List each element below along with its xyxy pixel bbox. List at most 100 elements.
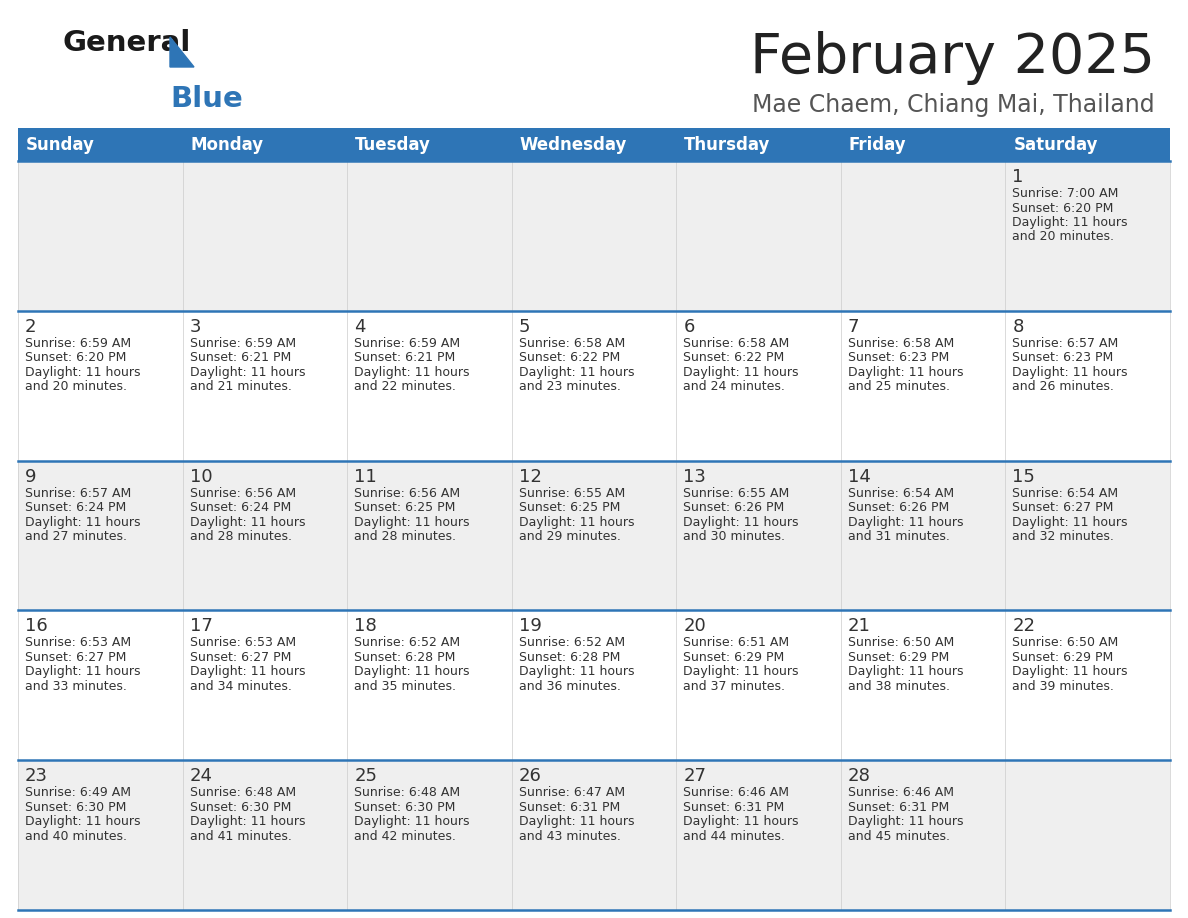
Text: and 35 minutes.: and 35 minutes. [354, 680, 456, 693]
Text: Daylight: 11 hours: Daylight: 11 hours [683, 516, 798, 529]
Bar [841, 461, 1005, 610]
Bar [18, 311, 183, 461]
Text: 27: 27 [683, 767, 707, 785]
Bar [676, 610, 841, 760]
Text: Daylight: 11 hours: Daylight: 11 hours [848, 516, 963, 529]
Bar [676, 311, 841, 461]
Text: and 23 minutes.: and 23 minutes. [519, 380, 620, 393]
Text: Thursday: Thursday [684, 136, 771, 153]
Text: Sunrise: 6:52 AM: Sunrise: 6:52 AM [354, 636, 460, 649]
Text: Sunset: 6:22 PM: Sunset: 6:22 PM [683, 352, 784, 364]
Text: 23: 23 [25, 767, 48, 785]
Text: and 28 minutes.: and 28 minutes. [190, 530, 291, 543]
Bar [1005, 311, 1170, 461]
Text: and 30 minutes.: and 30 minutes. [683, 530, 785, 543]
Text: General: General [62, 29, 190, 57]
Text: Sunrise: 6:47 AM: Sunrise: 6:47 AM [519, 786, 625, 800]
Text: Sunset: 6:31 PM: Sunset: 6:31 PM [683, 800, 784, 813]
Text: 14: 14 [848, 467, 871, 486]
Bar [1005, 461, 1170, 610]
Text: Daylight: 11 hours: Daylight: 11 hours [519, 365, 634, 379]
Text: Sunset: 6:29 PM: Sunset: 6:29 PM [683, 651, 784, 664]
Text: Sunrise: 7:00 AM: Sunrise: 7:00 AM [1012, 187, 1119, 200]
Text: Sunrise: 6:49 AM: Sunrise: 6:49 AM [25, 786, 131, 800]
Text: 4: 4 [354, 318, 366, 336]
Bar [676, 461, 841, 610]
Bar [18, 760, 183, 910]
Bar [1005, 161, 1170, 311]
Bar [18, 161, 183, 311]
Text: Sunset: 6:25 PM: Sunset: 6:25 PM [354, 501, 455, 514]
Text: Daylight: 11 hours: Daylight: 11 hours [190, 666, 305, 678]
Bar [18, 610, 183, 760]
Bar [841, 128, 1005, 161]
Text: Sunset: 6:30 PM: Sunset: 6:30 PM [190, 800, 291, 813]
Text: Sunset: 6:27 PM: Sunset: 6:27 PM [25, 651, 126, 664]
Text: Sunrise: 6:51 AM: Sunrise: 6:51 AM [683, 636, 789, 649]
Text: Sunset: 6:20 PM: Sunset: 6:20 PM [1012, 201, 1114, 215]
Bar [183, 760, 347, 910]
Text: 9: 9 [25, 467, 37, 486]
Text: Sunset: 6:27 PM: Sunset: 6:27 PM [1012, 501, 1114, 514]
Text: Daylight: 11 hours: Daylight: 11 hours [354, 516, 469, 529]
Text: Mae Chaem, Chiang Mai, Thailand: Mae Chaem, Chiang Mai, Thailand [752, 93, 1155, 117]
Text: Sunrise: 6:58 AM: Sunrise: 6:58 AM [848, 337, 954, 350]
Text: and 33 minutes.: and 33 minutes. [25, 680, 127, 693]
Text: and 41 minutes.: and 41 minutes. [190, 830, 291, 843]
Text: 1: 1 [1012, 168, 1024, 186]
Text: and 37 minutes.: and 37 minutes. [683, 680, 785, 693]
Text: Daylight: 11 hours: Daylight: 11 hours [354, 666, 469, 678]
Text: and 36 minutes.: and 36 minutes. [519, 680, 620, 693]
Text: Sunrise: 6:54 AM: Sunrise: 6:54 AM [848, 487, 954, 499]
Bar [347, 461, 512, 610]
Bar [512, 610, 676, 760]
Text: and 42 minutes.: and 42 minutes. [354, 830, 456, 843]
Text: and 20 minutes.: and 20 minutes. [25, 380, 127, 393]
Text: and 32 minutes.: and 32 minutes. [1012, 530, 1114, 543]
Text: and 28 minutes.: and 28 minutes. [354, 530, 456, 543]
Text: 3: 3 [190, 318, 201, 336]
Bar [183, 161, 347, 311]
Text: Daylight: 11 hours: Daylight: 11 hours [25, 666, 140, 678]
Text: Sunset: 6:20 PM: Sunset: 6:20 PM [25, 352, 126, 364]
Text: 13: 13 [683, 467, 706, 486]
Text: and 40 minutes.: and 40 minutes. [25, 830, 127, 843]
Text: Sunset: 6:23 PM: Sunset: 6:23 PM [848, 352, 949, 364]
Text: and 26 minutes.: and 26 minutes. [1012, 380, 1114, 393]
Text: 25: 25 [354, 767, 377, 785]
Text: Sunset: 6:29 PM: Sunset: 6:29 PM [848, 651, 949, 664]
Text: 8: 8 [1012, 318, 1024, 336]
Text: 19: 19 [519, 618, 542, 635]
Bar [183, 610, 347, 760]
Text: 7: 7 [848, 318, 859, 336]
Text: Daylight: 11 hours: Daylight: 11 hours [848, 815, 963, 828]
Text: Sunrise: 6:48 AM: Sunrise: 6:48 AM [190, 786, 296, 800]
Text: Sunset: 6:28 PM: Sunset: 6:28 PM [354, 651, 455, 664]
Text: Sunrise: 6:57 AM: Sunrise: 6:57 AM [1012, 337, 1119, 350]
Text: 21: 21 [848, 618, 871, 635]
Text: and 43 minutes.: and 43 minutes. [519, 830, 620, 843]
Text: 22: 22 [1012, 618, 1036, 635]
Text: Sunset: 6:21 PM: Sunset: 6:21 PM [190, 352, 291, 364]
Text: Daylight: 11 hours: Daylight: 11 hours [683, 666, 798, 678]
Text: Sunrise: 6:50 AM: Sunrise: 6:50 AM [848, 636, 954, 649]
Bar [18, 128, 183, 161]
Text: 26: 26 [519, 767, 542, 785]
Text: and 27 minutes.: and 27 minutes. [25, 530, 127, 543]
Text: 6: 6 [683, 318, 695, 336]
Bar [183, 128, 347, 161]
Text: Sunset: 6:21 PM: Sunset: 6:21 PM [354, 352, 455, 364]
Bar [1005, 128, 1170, 161]
Bar [1005, 760, 1170, 910]
Bar [18, 461, 183, 610]
Text: Daylight: 11 hours: Daylight: 11 hours [25, 815, 140, 828]
Text: Sunday: Sunday [26, 136, 95, 153]
Text: 24: 24 [190, 767, 213, 785]
Text: Daylight: 11 hours: Daylight: 11 hours [519, 516, 634, 529]
Text: Sunrise: 6:55 AM: Sunrise: 6:55 AM [519, 487, 625, 499]
Bar [676, 760, 841, 910]
Text: Daylight: 11 hours: Daylight: 11 hours [848, 365, 963, 379]
Text: 18: 18 [354, 618, 377, 635]
Bar [183, 311, 347, 461]
Text: 5: 5 [519, 318, 530, 336]
